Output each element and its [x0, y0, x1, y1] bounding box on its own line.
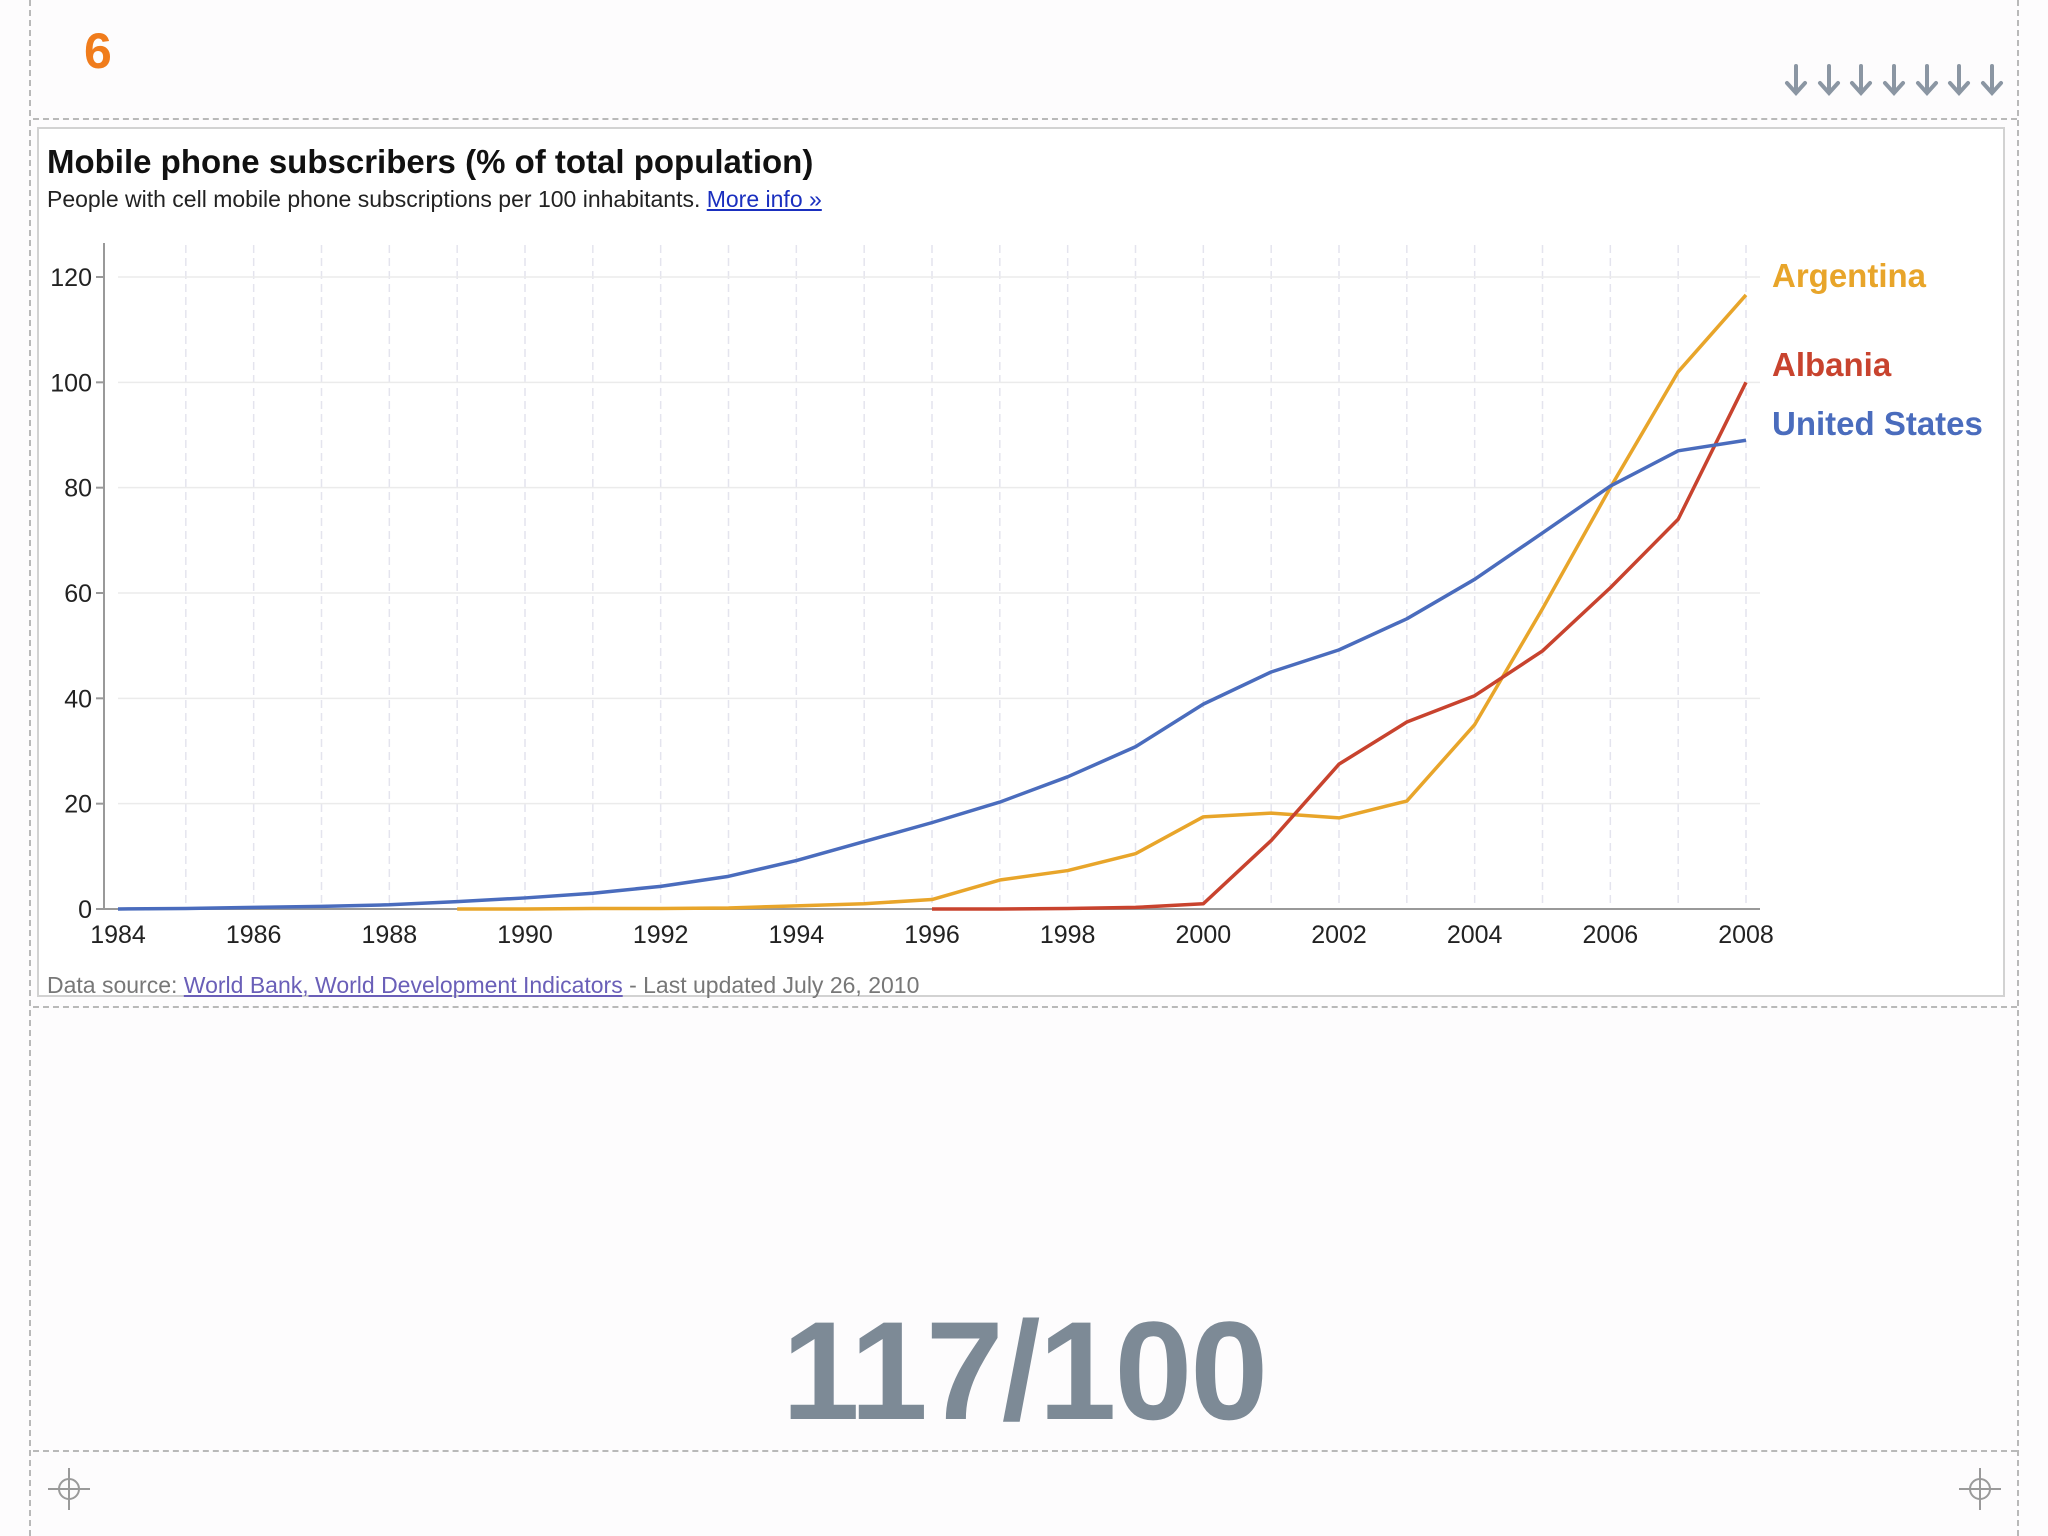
x-tick-label: 2006 — [1583, 921, 1639, 949]
frame-right-guide — [2017, 0, 2019, 1536]
line-chart: 0 20 40 60 80 100 120 1984 1986 1988 1990 1992 1994 1… — [50, 243, 1983, 949]
more-info-link[interactable]: More info » — [706, 186, 822, 212]
crosshair-icon — [48, 1468, 90, 1510]
x-tick-label: 1994 — [769, 921, 825, 949]
down-arrow-icon — [1850, 64, 1873, 96]
chart-panel — [37, 127, 2005, 997]
y-tick-label: 120 — [50, 264, 92, 292]
x-tick-label: 1988 — [362, 921, 418, 949]
x-tick-label: 1996 — [904, 921, 960, 949]
x-tick-label: 2004 — [1447, 921, 1503, 949]
down-arrow-icon — [1915, 64, 1938, 96]
frame-left-guide — [29, 0, 31, 1536]
chart-title: Mobile phone subscribers (% of total pop… — [47, 143, 814, 180]
x-tick-label: 1992 — [633, 921, 689, 949]
frame-bottom-guide — [33, 1450, 2017, 1452]
series-label-argentina: Argentina — [1772, 257, 1927, 294]
down-arrow-icon — [1980, 64, 2003, 96]
slide-number: 6 — [84, 23, 112, 79]
x-tick-label: 1986 — [226, 921, 282, 949]
down-arrow-icon — [1785, 64, 1807, 96]
down-arrow-icon — [1817, 64, 1840, 96]
down-arrow-icon — [1882, 64, 1905, 96]
x-tick-label: 1998 — [1040, 921, 1096, 949]
series-label-united-states: United States — [1772, 405, 1983, 442]
x-tick-label: 2000 — [1176, 921, 1232, 949]
source-link[interactable]: World Bank, World Development Indicators — [183, 972, 623, 998]
x-tick-label: 2008 — [1718, 921, 1774, 949]
chart-source: Data source: World Bank, World Developme… — [47, 972, 919, 999]
build-arrows — [1784, 62, 2004, 102]
x-tick-label: 1984 — [90, 921, 146, 949]
crosshair-icon — [1959, 1468, 2001, 1510]
frame-middle-guide — [33, 1006, 2017, 1008]
source-suffix: - Last updated July 26, 2010 — [622, 972, 920, 998]
series-line-albania — [932, 381, 1748, 911]
frame-top-guide — [33, 118, 2017, 120]
y-tick-label: 100 — [50, 369, 92, 397]
y-tick-label: 40 — [64, 685, 92, 713]
series-label-albania: Albania — [1772, 346, 1892, 383]
chart-subtitle-row: People with cell mobile phone subscripti… — [47, 186, 822, 213]
series-line-argentina — [457, 293, 1748, 911]
source-prefix: Data source: — [47, 972, 184, 998]
down-arrow-icon — [1948, 64, 1971, 96]
big-stat: 117/100 — [781, 1292, 1268, 1449]
y-tick-label: 20 — [64, 791, 92, 819]
y-tick-label: 60 — [64, 580, 92, 608]
series-line-united-states — [117, 438, 1747, 911]
y-tick-label: 0 — [78, 896, 92, 924]
y-tick-label: 80 — [64, 475, 92, 503]
x-tick-label: 1990 — [497, 921, 553, 949]
x-tick-label: 2002 — [1311, 921, 1367, 949]
chart-subtitle: People with cell mobile phone subscripti… — [47, 186, 701, 212]
